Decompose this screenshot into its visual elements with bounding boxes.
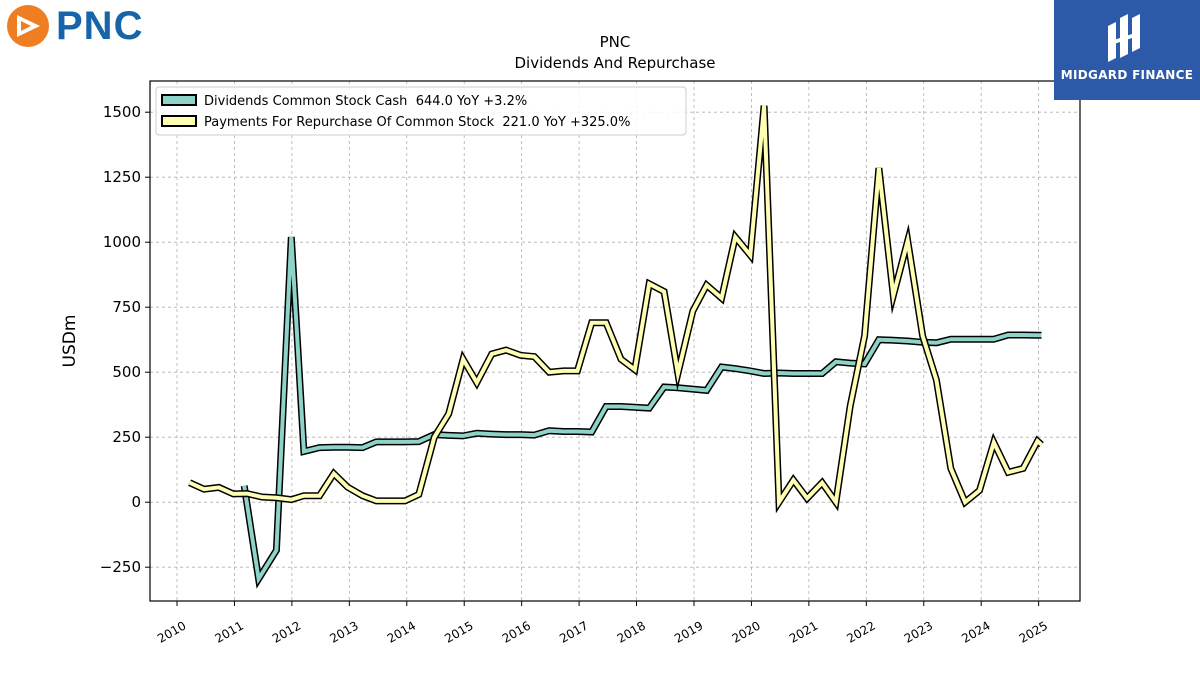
x-tick-label: 2017 [557,618,590,645]
x-tick-label: 2024 [959,618,992,645]
x-tick-label: 2014 [385,618,418,645]
midgard-emblem-icon [1108,14,1140,62]
y-tick-label: 1500 [103,103,141,121]
y-tick-label: 1250 [103,168,141,186]
midgard-finance-name: MIDGARD FINANCE [1060,68,1194,82]
x-tick-label: 2016 [500,618,533,645]
y-tick-label: 750 [112,298,141,316]
x-tick-label: 2023 [902,618,935,645]
y-tick-label: 0 [131,493,141,511]
plot-series [188,105,1044,589]
x-tick-label: 2018 [615,618,648,645]
series-line-0 [242,236,1042,585]
x-axis: 2010 2011 2012 2013 2014 2015 2016 2017 2018 2019… [155,601,1050,646]
chart-title: PNC [600,33,631,51]
y-axis: −250 0 250 500 750 1000 1250 1500 [100,103,150,576]
x-tick-label: 2019 [672,618,705,645]
series-outline-1 [188,105,1044,514]
y-tick-label: 250 [112,428,141,446]
x-tick-label: 2015 [442,618,475,645]
y-tick-label: 1000 [103,233,141,251]
midgard-finance-logo: MIDGARD FINANCE [1054,0,1200,100]
legend: Dividends Common Stock Cash 644.0 YoY +3… [155,86,687,136]
pnc-logo-text: PNC [56,4,144,48]
plot-frame [149,80,1081,602]
pnc-logo: PNC [6,4,143,48]
legend-label-0: Dividends Common Stock Cash 644.0 YoY +3… [204,94,527,109]
x-tick-label: 2011 [212,618,245,645]
x-tick-label: 2012 [270,618,303,645]
legend-box [155,86,687,136]
x-tick-label: 2025 [1017,618,1050,645]
y-tick-label: 500 [112,363,141,381]
legend-swatch-1 [161,115,197,127]
chart-subtitle: Dividends And Repurchase [514,54,715,72]
x-tick-label: 2013 [327,618,360,645]
y-axis-label: USDm [60,315,80,368]
y-tick-label: −250 [100,558,141,576]
legend-label-1: Payments For Repurchase Of Common Stock … [204,115,630,130]
legend-swatch-0 [161,94,197,106]
x-tick-label: 2020 [729,618,762,645]
pnc-triangle-icon [7,5,49,47]
x-tick-label: 2010 [155,618,188,645]
series-line-1 [188,105,1043,509]
x-tick-label: 2021 [787,618,820,645]
x-tick-label: 2022 [844,618,877,645]
